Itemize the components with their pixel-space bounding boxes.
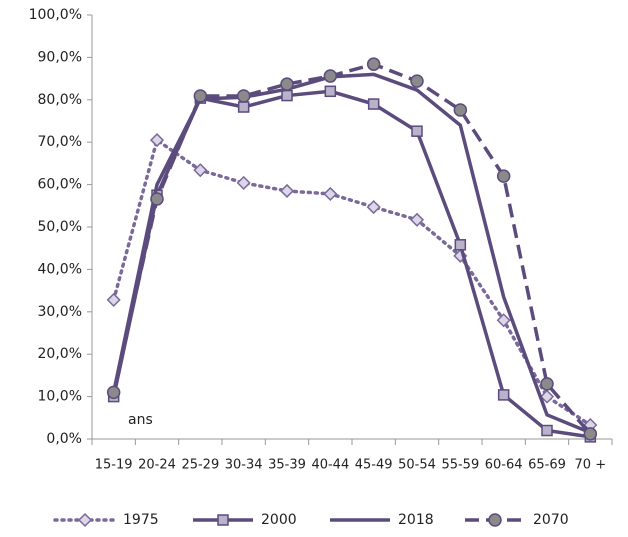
point	[366, 57, 381, 71]
y-tick-label: 80,0%	[38, 92, 82, 108]
legend-marker	[488, 513, 502, 527]
point	[236, 175, 251, 190]
legend-marker	[77, 512, 93, 528]
y-tick-label: 100,0%	[29, 7, 82, 23]
legend-label: 1975	[123, 512, 159, 528]
y-tick-label: 50,0%	[38, 219, 82, 235]
x-tick-label: 15-19	[95, 458, 133, 473]
x-tick-label: 65-69	[528, 458, 566, 473]
point	[150, 192, 164, 206]
y-tick-label: 60,0%	[38, 177, 82, 193]
x-tick-label: 45-49	[355, 458, 393, 473]
x-tick-label: 60-64	[485, 458, 523, 473]
x-tick-label: 20-24	[138, 458, 176, 473]
x-tick-label: 50-54	[398, 458, 436, 473]
series-line	[111, 62, 592, 436]
y-tick-label: 0,0%	[46, 431, 82, 447]
point	[279, 183, 295, 199]
point	[237, 101, 250, 113]
point	[409, 212, 425, 227]
point	[496, 313, 511, 328]
point	[454, 239, 467, 251]
point	[497, 389, 510, 401]
point	[280, 77, 294, 91]
y-tick-label: 20,0%	[38, 346, 82, 362]
y-tick-label: 90,0%	[38, 49, 82, 65]
y-tick-label: 40,0%	[38, 261, 82, 277]
point	[496, 169, 511, 183]
point	[193, 89, 208, 103]
legend-label: 2070	[533, 512, 569, 528]
x-tick-label: 25-29	[181, 458, 219, 473]
x-tick-label: 40-44	[311, 458, 349, 473]
point	[541, 424, 553, 437]
point	[281, 89, 293, 102]
point	[323, 69, 338, 83]
x-tick-label: 70 +	[575, 458, 607, 473]
series-line	[111, 72, 591, 435]
annotation: ans	[128, 412, 153, 428]
point	[583, 427, 598, 441]
point	[540, 377, 554, 391]
legend-marker	[217, 514, 229, 526]
legend-label: 2018	[398, 512, 434, 528]
point	[106, 385, 121, 400]
point	[193, 163, 208, 178]
y-tick-label: 70,0%	[38, 134, 82, 150]
point	[367, 98, 380, 110]
point	[324, 85, 337, 98]
point	[323, 186, 338, 201]
point	[410, 74, 424, 88]
y-tick-label: 10,0%	[38, 389, 82, 405]
x-tick-label: 30-34	[225, 458, 263, 473]
x-tick-label: 55-59	[441, 458, 479, 473]
series-line	[111, 89, 591, 439]
point	[236, 89, 251, 103]
point	[411, 125, 423, 137]
series-line	[111, 137, 593, 427]
legend-label: 2000	[261, 512, 297, 528]
point	[539, 389, 555, 404]
point	[453, 103, 468, 117]
point	[149, 133, 165, 148]
point	[106, 292, 121, 307]
x-tick-label: 35-39	[268, 458, 306, 473]
y-tick-label: 30,0%	[38, 304, 82, 320]
point	[366, 200, 381, 215]
